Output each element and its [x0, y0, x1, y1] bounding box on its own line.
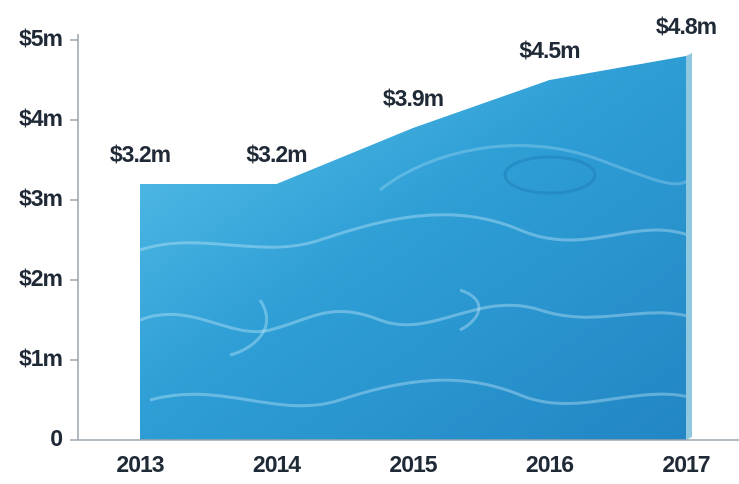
value-label: $3.2m [246, 141, 307, 167]
x-tick-label: 2016 [526, 451, 573, 477]
value-label: $4.5m [519, 37, 580, 63]
area [140, 56, 686, 440]
x-tick-label: 2014 [253, 451, 301, 477]
x-tick-label: 2013 [116, 451, 163, 477]
y-tick-label: 0 [50, 425, 62, 451]
y-tick-label: $1m [19, 345, 63, 371]
y-tick-label: $3m [19, 185, 63, 211]
y-tick-label: $4m [19, 105, 63, 131]
value-label: $4.8m [656, 13, 717, 39]
x-tick-label: 2015 [389, 451, 437, 477]
x-tick-label: 2017 [662, 451, 709, 477]
value-label: $3.9m [383, 85, 444, 111]
area-edge [686, 53, 692, 440]
y-tick-label: $5m [19, 25, 63, 51]
water-texture [140, 144, 686, 408]
value-label: $3.2m [110, 141, 171, 167]
y-tick-label: $2m [19, 265, 63, 291]
